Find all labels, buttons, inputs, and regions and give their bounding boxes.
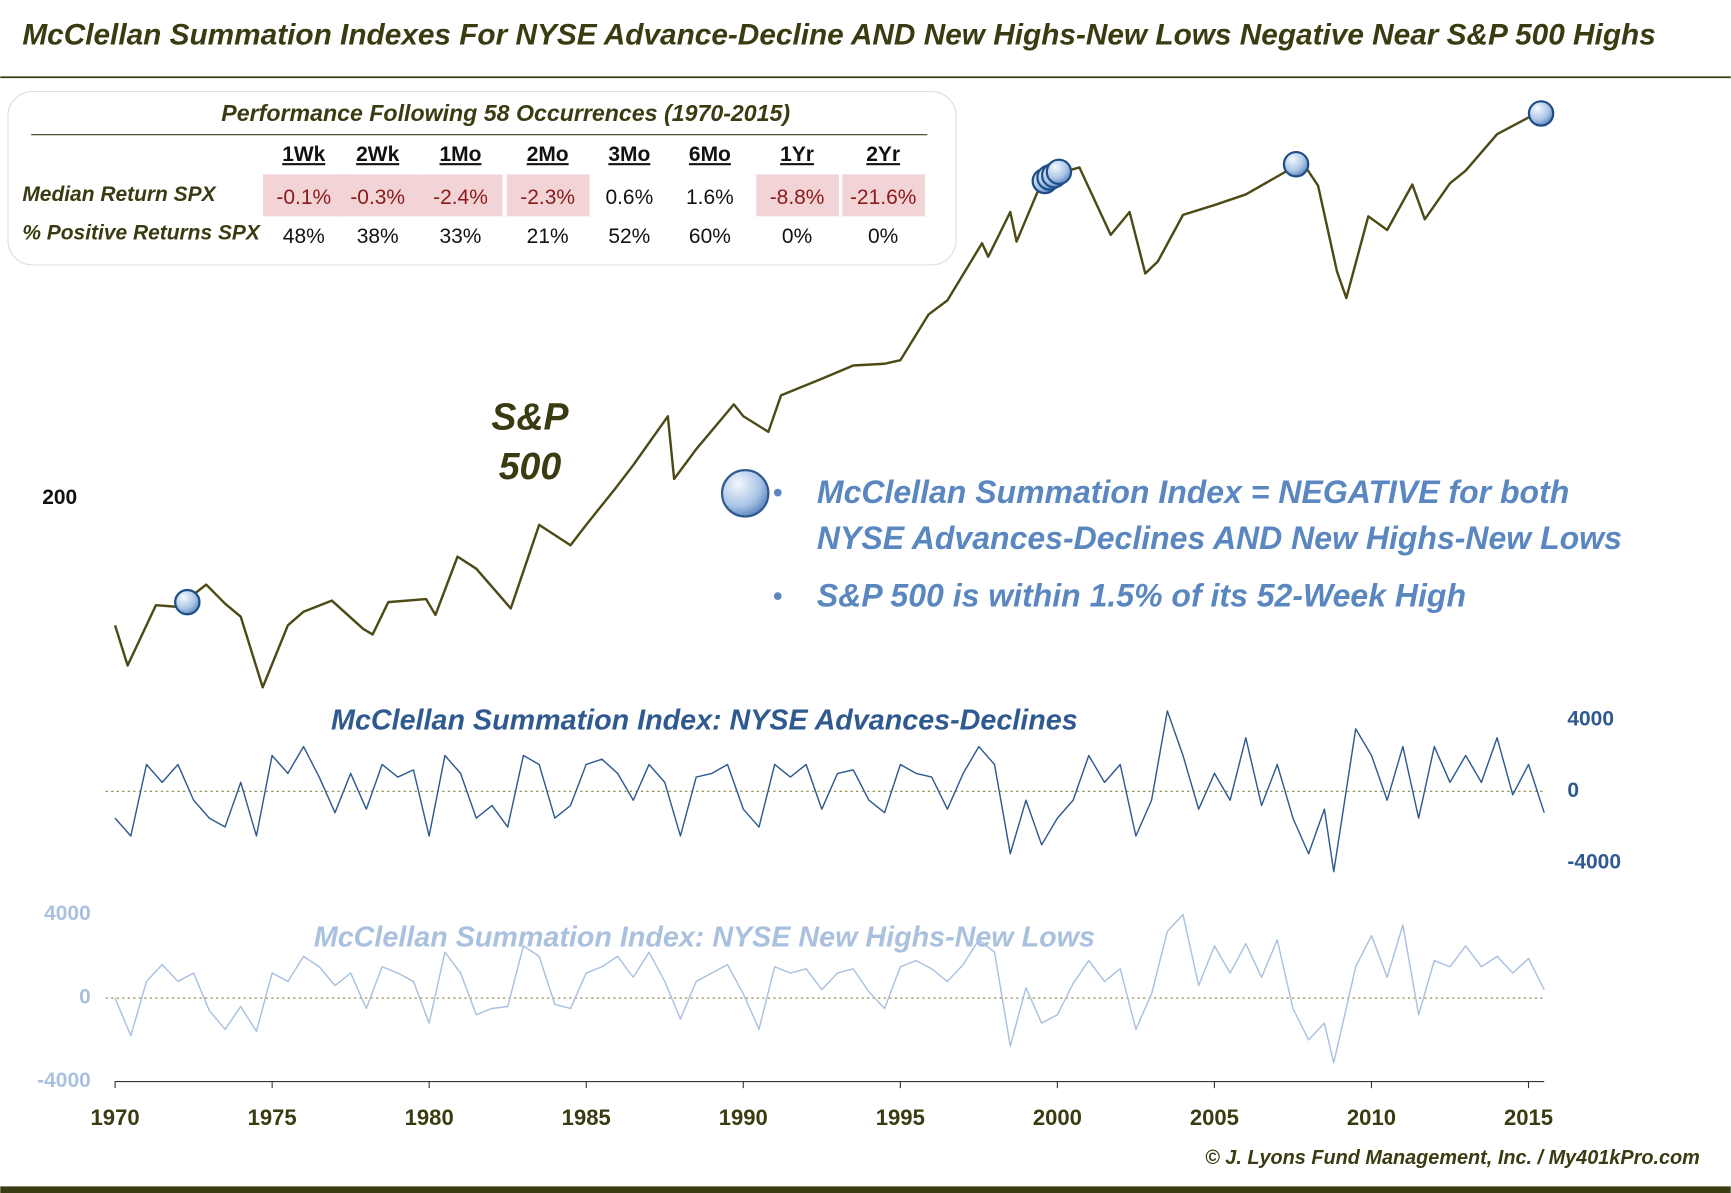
title: McClellan Summation Indexes For NYSE Adv…	[22, 18, 1655, 51]
table-title: Performance Following 58 Occurrences (19…	[221, 100, 790, 126]
panel-title: McClellan Summation Index: NYSE New High…	[314, 922, 1095, 954]
column-header: 2Wk	[356, 143, 399, 166]
cell-highlight	[419, 174, 503, 217]
cell: 0%	[868, 225, 898, 248]
cell: -2.3%	[520, 186, 575, 209]
cell: 52%	[608, 225, 650, 248]
cell: 38%	[357, 225, 399, 248]
bottom-bar	[0, 1186, 1731, 1193]
y-tick-label: -4000	[1567, 850, 1621, 873]
footer: © J. Lyons Fund Management, Inc. / My401…	[1205, 1147, 1700, 1169]
column-header: 1Wk	[282, 143, 325, 166]
series-label: S&P	[491, 395, 569, 437]
cell-highlight	[262, 174, 346, 217]
cell: 0%	[782, 225, 812, 248]
signal-marker	[1045, 158, 1073, 186]
bullet-text: NYSE Advances-Declines AND New Highs-New…	[817, 520, 1622, 556]
signal-marker	[1282, 150, 1310, 178]
column-header: 6Mo	[689, 143, 731, 166]
y-tick-label: -4000	[37, 1069, 91, 1092]
cell: 0.6%	[605, 186, 653, 209]
column-header: 1Mo	[440, 143, 482, 166]
x-tick-label: 2010	[1347, 1105, 1396, 1130]
cell: -8.8%	[770, 186, 825, 209]
x-tick-label: 2015	[1504, 1105, 1553, 1130]
x-tick-label: 2000	[1033, 1105, 1082, 1130]
cell-highlight	[506, 174, 590, 217]
x-tick-label: 1980	[405, 1105, 454, 1130]
cell-highlight	[756, 174, 840, 217]
row-label: % Positive Returns SPX	[22, 221, 262, 244]
cell: -2.4%	[433, 186, 488, 209]
y-tick-label: 4000	[1567, 707, 1614, 730]
y-tick-label: 200	[42, 486, 77, 509]
cell: 60%	[689, 225, 731, 248]
cell: -0.3%	[350, 186, 405, 209]
y-tick-label: 0	[1567, 779, 1579, 802]
x-tick-label: 1970	[91, 1105, 140, 1130]
signal-marker	[174, 588, 201, 616]
column-header: 2Yr	[866, 143, 900, 166]
series-line	[113, 111, 1542, 689]
y-tick-label: 0	[79, 986, 91, 1009]
row-label: Median Return SPX	[22, 183, 217, 206]
column-header: 1Yr	[780, 143, 814, 166]
cell: -0.1%	[276, 186, 331, 209]
cell: 1.6%	[686, 186, 734, 209]
series-line	[114, 710, 1545, 873]
cell: 33%	[440, 225, 482, 248]
x-tick-label: 1990	[719, 1105, 768, 1130]
legend-icon	[720, 469, 770, 518]
column-header: 2Mo	[527, 143, 569, 166]
column-header: 3Mo	[608, 143, 650, 166]
cell: 48%	[283, 225, 325, 248]
y-tick-label: 4000	[44, 902, 91, 925]
bullet-dot: •	[773, 581, 783, 613]
panel-title: McClellan Summation Index: NYSE Advances…	[331, 704, 1078, 736]
series-line	[114, 913, 1545, 1064]
cell-highlight	[842, 174, 926, 217]
x-tick-label: 1985	[562, 1105, 611, 1130]
x-tick-label: 1975	[248, 1105, 297, 1130]
bullet-text: S&P 500 is within 1.5% of its 52-Week Hi…	[817, 578, 1466, 614]
signal-marker	[1527, 100, 1555, 127]
x-tick-label: 1995	[876, 1105, 925, 1130]
bullet-text: McClellan Summation Index = NEGATIVE for…	[817, 474, 1569, 510]
series-label: 500	[499, 445, 562, 487]
cell: -21.6%	[850, 186, 916, 209]
cell: 21%	[527, 225, 569, 248]
x-tick-label: 2005	[1190, 1105, 1239, 1130]
cell-highlight	[336, 174, 420, 217]
bullet-dot: •	[773, 477, 783, 509]
